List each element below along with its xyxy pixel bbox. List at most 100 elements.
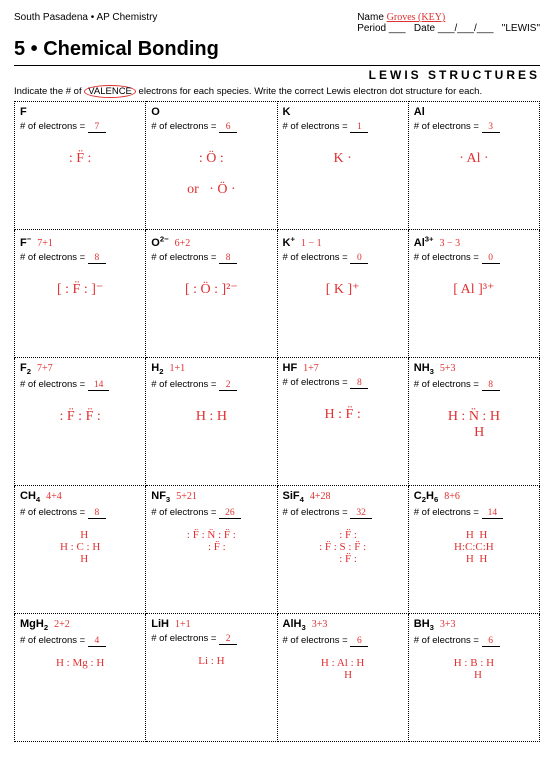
divider bbox=[14, 65, 540, 66]
electron-count-row: # of electrons = 8 bbox=[151, 252, 271, 264]
grid-cell: F−7+1# of electrons = 8[ : F̈ : ]⁻ bbox=[15, 230, 146, 358]
grid-cell: NF35+21 # of electrons = 26 : F̈ : N̈ : F̈… bbox=[146, 486, 277, 614]
formula: F27+7 bbox=[20, 362, 140, 376]
electron-count-row: # of electrons = 4 bbox=[20, 635, 140, 647]
electron-count-row: # of electrons = 8 bbox=[283, 377, 403, 389]
electron-label: # of electrons = bbox=[20, 252, 88, 263]
formula: AlH33+3 bbox=[283, 618, 403, 632]
formula: O bbox=[151, 106, 271, 118]
calc-annotation: 5+21 bbox=[176, 491, 197, 502]
electron-value: 6 bbox=[219, 122, 237, 133]
lewis-structure: [ K ]⁺ bbox=[283, 282, 403, 297]
lewis-structure: [ : Ö : ]²⁻ bbox=[151, 282, 271, 297]
formula: NH35+3 bbox=[414, 362, 534, 376]
formula: K bbox=[283, 106, 403, 118]
unit-title: 5 • Chemical Bonding bbox=[14, 38, 540, 61]
electron-label: # of electrons = bbox=[151, 633, 219, 644]
grid-cell: CH44+4# of electrons = 8 H H : C : H H bbox=[15, 486, 146, 614]
electron-count-row: # of electrons = 32 bbox=[283, 507, 403, 519]
electron-value: 0 bbox=[350, 253, 368, 264]
lewis-structure: · Al · bbox=[414, 151, 534, 166]
electron-value: 8 bbox=[482, 380, 500, 391]
grid-cell: Al3+3 − 3 # of electrons = 0 [ Al ]³⁺ bbox=[408, 230, 539, 358]
lewis-structure: [ Al ]³⁺ bbox=[414, 282, 534, 297]
formula: O2−6+2 bbox=[151, 234, 271, 249]
formula: SiF44+28 bbox=[283, 490, 403, 504]
electron-label: # of electrons = bbox=[414, 379, 482, 390]
lewis-structure: Li : H bbox=[151, 655, 271, 667]
electron-count-row: # of electrons = 8 bbox=[20, 507, 140, 519]
electron-value: 14 bbox=[88, 380, 110, 391]
electron-label: # of electrons = bbox=[414, 121, 482, 132]
worksheet-grid: F# of electrons = 7: F̈ : O # of electrons… bbox=[14, 101, 540, 742]
calc-annotation: 1+1 bbox=[175, 619, 191, 630]
electron-value: 2 bbox=[219, 380, 237, 391]
calc-annotation: 1+7 bbox=[303, 363, 319, 374]
grid-cell: Al# of electrons = 3· Al · bbox=[408, 102, 539, 230]
grid-cell: O2−6+2 # of electrons = 8 [ : Ö : ]²⁻ bbox=[146, 230, 277, 358]
electron-label: # of electrons = bbox=[151, 252, 219, 263]
formula: Al bbox=[414, 106, 534, 118]
calc-annotation: 1 − 1 bbox=[301, 238, 322, 249]
electron-count-row: # of electrons = 6 bbox=[151, 121, 271, 133]
school-name: South Pasadena • AP Chemistry bbox=[14, 12, 157, 34]
grid-cell: SiF44+28# of electrons = 32 : F̈ : : F̈ … bbox=[277, 486, 408, 614]
lewis-structure: H : B : H H bbox=[414, 657, 534, 681]
electron-value: 8 bbox=[88, 253, 106, 264]
lewis-structure: : Ö : or · Ö · bbox=[151, 151, 271, 197]
subtitle: LEWIS STRUCTURES bbox=[14, 68, 540, 82]
electron-label: # of electrons = bbox=[20, 635, 88, 646]
calc-annotation: 6+2 bbox=[175, 238, 191, 249]
grid-cell: O # of electrons = 6 : Ö : or · Ö · bbox=[146, 102, 277, 230]
electron-count-row: # of electrons = 6 bbox=[283, 635, 403, 647]
calc-annotation: 7+1 bbox=[37, 238, 53, 249]
electron-label: # of electrons = bbox=[20, 121, 88, 132]
electron-count-row: # of electrons = 1 bbox=[283, 121, 403, 133]
instructions: Indicate the # of VALENCE electrons for … bbox=[14, 86, 540, 97]
electron-count-row: # of electrons = 8 bbox=[20, 252, 140, 264]
calc-annotation: 3 − 3 bbox=[440, 238, 461, 249]
period-label: Period ___ bbox=[357, 23, 405, 34]
grid-cell: HF1+7# of electrons = 8H : F̈ : bbox=[277, 358, 408, 486]
lewis-structure: K · bbox=[283, 151, 403, 166]
formula: F−7+1 bbox=[20, 234, 140, 249]
electron-value: 32 bbox=[350, 508, 372, 519]
formula: LiH1+1 bbox=[151, 618, 271, 630]
electron-value: 2 bbox=[219, 634, 237, 645]
formula: C2H68+6 bbox=[414, 490, 534, 504]
electron-label: # of electrons = bbox=[283, 635, 351, 646]
header-right: Name Groves (KEY) Period ___ Date ___/__… bbox=[357, 12, 540, 34]
formula: Al3+3 − 3 bbox=[414, 234, 534, 249]
formula: HF1+7 bbox=[283, 362, 403, 374]
calc-annotation: 3+3 bbox=[312, 619, 328, 630]
electron-count-row: # of electrons = 2 bbox=[151, 633, 271, 645]
grid-cell: K+1 − 1# of electrons = 0[ K ]⁺ bbox=[277, 230, 408, 358]
electron-count-row: # of electrons = 0 bbox=[414, 252, 534, 264]
electron-count-row: # of electrons = 6 bbox=[414, 635, 534, 647]
lewis-structure: H : Mg : H bbox=[20, 657, 140, 669]
calc-annotation: 7+7 bbox=[37, 363, 53, 374]
calc-annotation: 2+2 bbox=[54, 619, 70, 630]
electron-count-row: # of electrons = 2 bbox=[151, 379, 271, 391]
electron-value: 4 bbox=[88, 636, 106, 647]
electron-label: # of electrons = bbox=[151, 121, 219, 132]
electron-value: 8 bbox=[88, 508, 106, 519]
formula: H21+1 bbox=[151, 362, 271, 376]
formula: NF35+21 bbox=[151, 490, 271, 504]
grid-cell: F27+7# of electrons = 14: F̈ : F̈ : bbox=[15, 358, 146, 486]
instr-post: electrons for each species. Write the co… bbox=[136, 86, 482, 97]
lewis-structure: : F̈ : N̈ : F̈ : : F̈ : bbox=[151, 529, 271, 553]
lewis-structure: H : N̈ : H H bbox=[414, 409, 534, 440]
grid-cell: F# of electrons = 7: F̈ : bbox=[15, 102, 146, 230]
electron-label: # of electrons = bbox=[283, 507, 351, 518]
electron-value: 6 bbox=[482, 636, 500, 647]
electron-value: 26 bbox=[219, 508, 241, 519]
header-top: South Pasadena • AP Chemistry Name Grove… bbox=[14, 12, 540, 34]
lewis-structure: H : H bbox=[151, 409, 271, 424]
electron-count-row: # of electrons = 8 bbox=[414, 379, 534, 391]
lewis-structure: H H H:C:C:H H H bbox=[414, 529, 534, 565]
electron-label: # of electrons = bbox=[151, 507, 219, 518]
grid-cell: MgH22+2 # of electrons = 4 H : Mg : H bbox=[15, 614, 146, 742]
calc-annotation: 4+28 bbox=[310, 491, 331, 502]
formula: MgH22+2 bbox=[20, 618, 140, 632]
